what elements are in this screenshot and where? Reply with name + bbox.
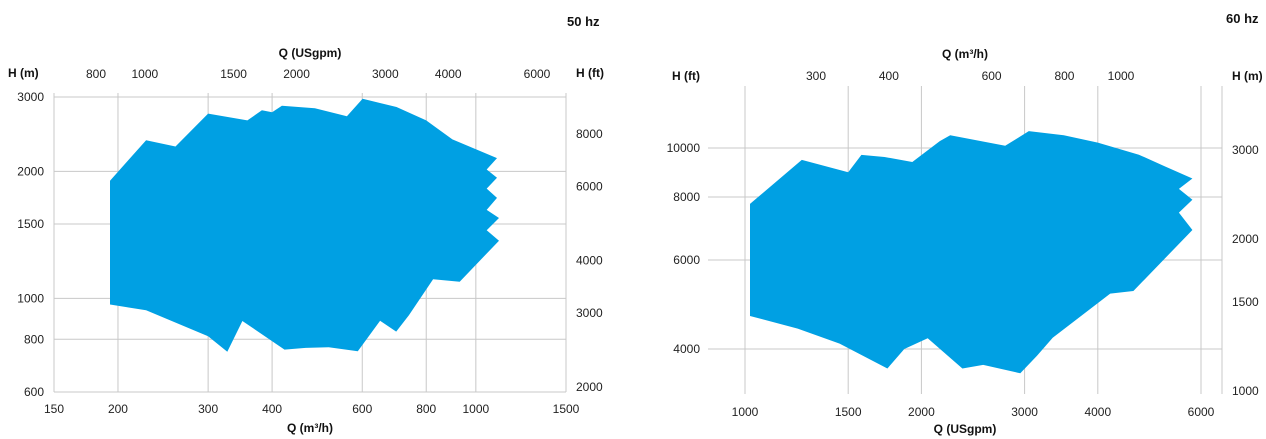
x-tick-label: 1000 <box>732 405 759 419</box>
y-right-tick-label: 1500 <box>1232 295 1259 309</box>
x-top-tick-label: 4000 <box>435 67 462 81</box>
x-top-axis-label: Q (m³/h) <box>942 47 988 61</box>
x-tick-label: 1500 <box>553 402 580 416</box>
x-top-tick-label: 1000 <box>131 67 158 81</box>
y-right-tick-label: 1000 <box>1232 384 1259 398</box>
x-top-tick-label: 6000 <box>524 67 551 81</box>
y-tick-label: 10000 <box>667 141 701 155</box>
operating-range-area <box>750 131 1193 374</box>
x-tick-label: 300 <box>198 402 218 416</box>
x-tick-label: 6000 <box>1188 405 1215 419</box>
x-tick-label: 600 <box>352 402 372 416</box>
x-axis-label: Q (m³/h) <box>287 421 333 435</box>
x-tick-label: 2000 <box>908 405 935 419</box>
y-right-tick-label: 3000 <box>576 306 603 320</box>
y-tick-label: 4000 <box>673 342 700 356</box>
y-tick-label: 8000 <box>673 190 700 204</box>
x-top-tick-label: 800 <box>86 67 106 81</box>
x-tick-label: 1000 <box>462 402 489 416</box>
x-tick-label: 800 <box>416 402 436 416</box>
y-tick-label: 6000 <box>673 253 700 267</box>
x-top-tick-label: 1500 <box>220 67 247 81</box>
x-top-tick-label: 1000 <box>1108 69 1135 83</box>
y-axis-label: H (m) <box>8 66 39 80</box>
frequency-label-50hz: 50 hz <box>567 14 600 29</box>
y-tick-label: 600 <box>24 385 44 399</box>
x-tick-label: 200 <box>108 402 128 416</box>
y-tick-label: 800 <box>24 332 44 346</box>
x-tick-label: 3000 <box>1011 405 1038 419</box>
y-tick-label: 2000 <box>17 164 44 178</box>
y-right-tick-label: 8000 <box>576 127 603 141</box>
x-tick-label: 4000 <box>1084 405 1111 419</box>
y-tick-label: 3000 <box>17 90 44 104</box>
x-top-axis-label: Q (USgpm) <box>279 46 342 60</box>
y-right-tick-label: 2000 <box>1232 232 1259 246</box>
y-right-tick-label: 6000 <box>576 180 603 194</box>
x-tick-label: 400 <box>262 402 282 416</box>
x-top-tick-label: 400 <box>879 69 899 83</box>
x-top-tick-label: 600 <box>982 69 1002 83</box>
x-tick-label: 150 <box>44 402 64 416</box>
y-right-axis-label: H (ft) <box>576 66 604 80</box>
y-axis-label: H (ft) <box>672 69 700 83</box>
operating-range-area <box>110 98 499 352</box>
y-right-tick-label: 2000 <box>576 380 603 394</box>
y-tick-label: 1000 <box>17 291 44 305</box>
x-tick-label: 1500 <box>835 405 862 419</box>
x-axis-label: Q (USgpm) <box>934 422 997 436</box>
y-right-tick-label: 3000 <box>1232 143 1259 157</box>
x-top-tick-label: 3000 <box>372 67 399 81</box>
y-tick-label: 1500 <box>17 217 44 231</box>
x-top-tick-label: 300 <box>806 69 826 83</box>
x-top-tick-label: 800 <box>1054 69 1074 83</box>
y-right-axis-label: H (m) <box>1232 69 1263 83</box>
y-right-tick-label: 4000 <box>576 254 603 268</box>
frequency-label-60hz: 60 hz <box>1226 11 1259 26</box>
x-top-tick-label: 2000 <box>283 67 310 81</box>
